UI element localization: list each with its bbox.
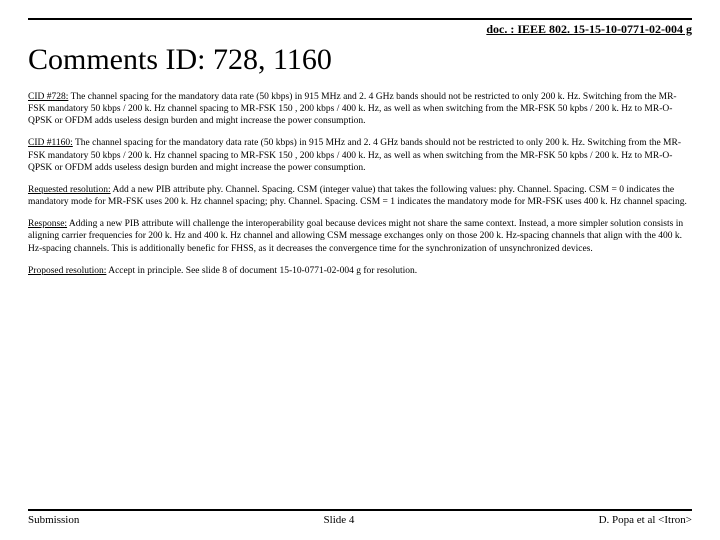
response-text: Adding a new PIB attribute will challeng… (28, 219, 683, 253)
cid-1160-text: The channel spacing for the mandatory da… (28, 138, 681, 172)
footer-center: Slide 4 (324, 514, 355, 526)
cid-1160-paragraph: CID #1160: The channel spacing for the m… (28, 137, 692, 173)
proposed-label: Proposed resolution: (28, 266, 106, 276)
cid-1160-label: CID #1160: (28, 138, 73, 148)
footer-right: D. Popa et al <Itron> (599, 514, 692, 526)
cid-728-paragraph: CID #728: The channel spacing for the ma… (28, 91, 692, 127)
header-rule (28, 18, 692, 20)
proposed-resolution-paragraph: Proposed resolution: Accept in principle… (28, 265, 692, 277)
slide-page: doc. : IEEE 802. 15-15-10-0771-02-004 g … (0, 0, 720, 540)
cid-728-text: The channel spacing for the mandatory da… (28, 92, 677, 126)
requested-text: Add a new PIB attribute phy. Channel. Sp… (28, 185, 687, 207)
requested-resolution-paragraph: Requested resolution: Add a new PIB attr… (28, 184, 692, 208)
slide-footer: Submission Slide 4 D. Popa et al <Itron> (28, 509, 692, 526)
footer-row: Submission Slide 4 D. Popa et al <Itron> (28, 514, 692, 526)
footer-left: Submission (28, 514, 79, 526)
response-label: Response: (28, 219, 67, 229)
response-paragraph: Response: Adding a new PIB attribute wil… (28, 218, 692, 254)
footer-rule (28, 509, 692, 511)
requested-label: Requested resolution: (28, 185, 111, 195)
page-title: Comments ID: 728, 1160 (28, 43, 692, 77)
doc-reference: doc. : IEEE 802. 15-15-10-0771-02-004 g (28, 22, 692, 37)
proposed-text: Accept in principle. See slide 8 of docu… (106, 266, 417, 276)
cid-728-label: CID #728: (28, 92, 68, 102)
